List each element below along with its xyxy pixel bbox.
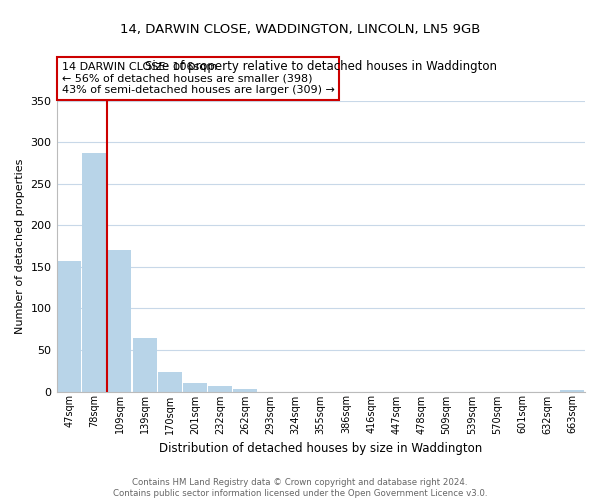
Bar [107,250,131,392]
Bar [208,386,232,392]
Text: 14 DARWIN CLOSE: 106sqm
← 56% of detached houses are smaller (398)
43% of semi-d: 14 DARWIN CLOSE: 106sqm ← 56% of detache… [62,62,335,95]
Text: 14, DARWIN CLOSE, WADDINGTON, LINCOLN, LN5 9GB: 14, DARWIN CLOSE, WADDINGTON, LINCOLN, L… [120,22,480,36]
Bar [183,383,207,392]
Bar [233,389,257,392]
Text: Contains HM Land Registry data © Crown copyright and database right 2024.
Contai: Contains HM Land Registry data © Crown c… [113,478,487,498]
Title: Size of property relative to detached houses in Waddington: Size of property relative to detached ho… [145,60,497,74]
Bar [82,153,106,392]
Y-axis label: Number of detached properties: Number of detached properties [15,158,25,334]
Bar [158,372,182,392]
Bar [133,338,157,392]
Bar [560,390,584,392]
X-axis label: Distribution of detached houses by size in Waddington: Distribution of detached houses by size … [159,442,482,455]
Bar [57,261,81,392]
